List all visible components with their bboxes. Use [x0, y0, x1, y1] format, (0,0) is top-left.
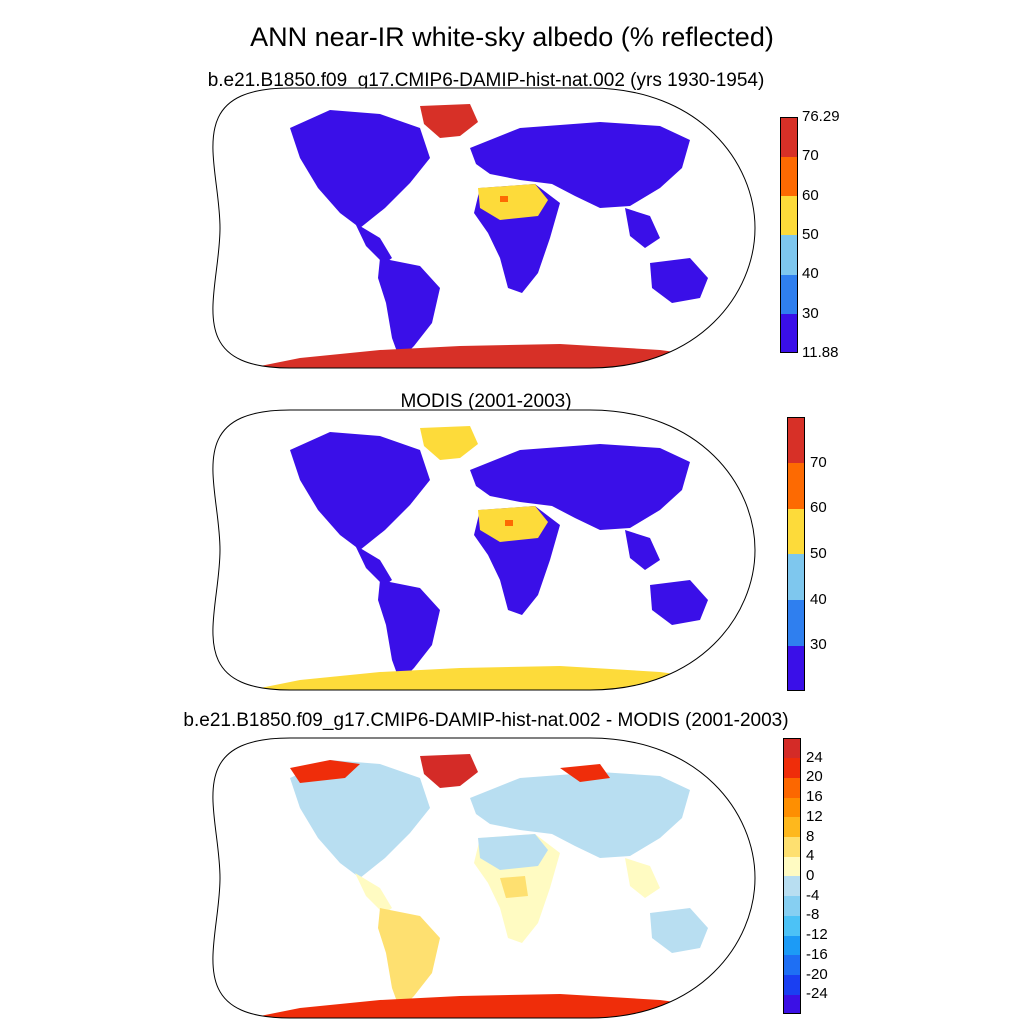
colorbar-tick-label: 0 [806, 867, 815, 884]
colorbar-tick-label: -4 [806, 886, 820, 904]
antarctica-region [212, 344, 756, 368]
colorbar-tick-label: 8 [806, 827, 815, 845]
colorbar-tick-label: 24 [806, 748, 823, 766]
colorbar-tick-label: 12 [806, 807, 823, 825]
colorbar-tick-label: 11.88 [802, 344, 839, 361]
colorbar-tick-label: 60 [802, 186, 819, 204]
colorbar-tick-label: 50 [810, 545, 827, 562]
colorbar-model [780, 117, 798, 354]
colorbar-tick-label: 30 [810, 636, 827, 654]
colorbar-tick-label: 30 [802, 304, 819, 322]
colorbar-tick-label: 50 [802, 226, 819, 243]
map-panel-obs [212, 409, 756, 691]
colorbar-tick-label: -12 [806, 926, 828, 944]
colorbar-tick-label: 70 [810, 453, 827, 471]
greenland-region [420, 104, 478, 138]
sahara-region [478, 184, 548, 220]
north-america-region [290, 110, 430, 228]
colorbar-tick-label: 40 [802, 265, 819, 283]
figure-title: ANN near-IR white-sky albedo (% reflecte… [250, 22, 774, 52]
south-america-region [378, 258, 440, 360]
colorbar-tick-label: 70 [802, 147, 819, 165]
colorbar-tick-label: 40 [810, 590, 827, 608]
colorbar-tick-label: -8 [806, 906, 820, 924]
colorbar-tick-label: -20 [806, 965, 828, 983]
colorbar-tick-label: 4 [806, 847, 815, 865]
colorbar-tick-label: 16 [806, 788, 823, 806]
map-panel-diff [212, 737, 756, 1019]
australia-region [650, 258, 708, 303]
colorbar-diff [783, 738, 801, 1015]
panel-subtitle-model: b.e21.B1850.f09_g17.CMIP6-DAMIP-hist-nat… [207, 70, 765, 91]
colorbar-tick-label: 20 [806, 768, 823, 786]
colorbar-tick-label: -24 [806, 985, 828, 1003]
colorbar-tick-label: 60 [810, 499, 827, 517]
eurasia-region [470, 122, 690, 208]
map-panel-model [212, 87, 756, 369]
colorbar-obs [787, 417, 805, 692]
panel-subtitle-diff: b.e21.B1850.f09_g17.CMIP6-DAMIP-hist-nat… [183, 710, 789, 731]
panel-subtitle-obs: MODIS (2001-2003) [400, 391, 572, 412]
colorbar-tick-label: 76.29 [802, 108, 840, 125]
colorbar-tick-label: -16 [806, 945, 828, 963]
